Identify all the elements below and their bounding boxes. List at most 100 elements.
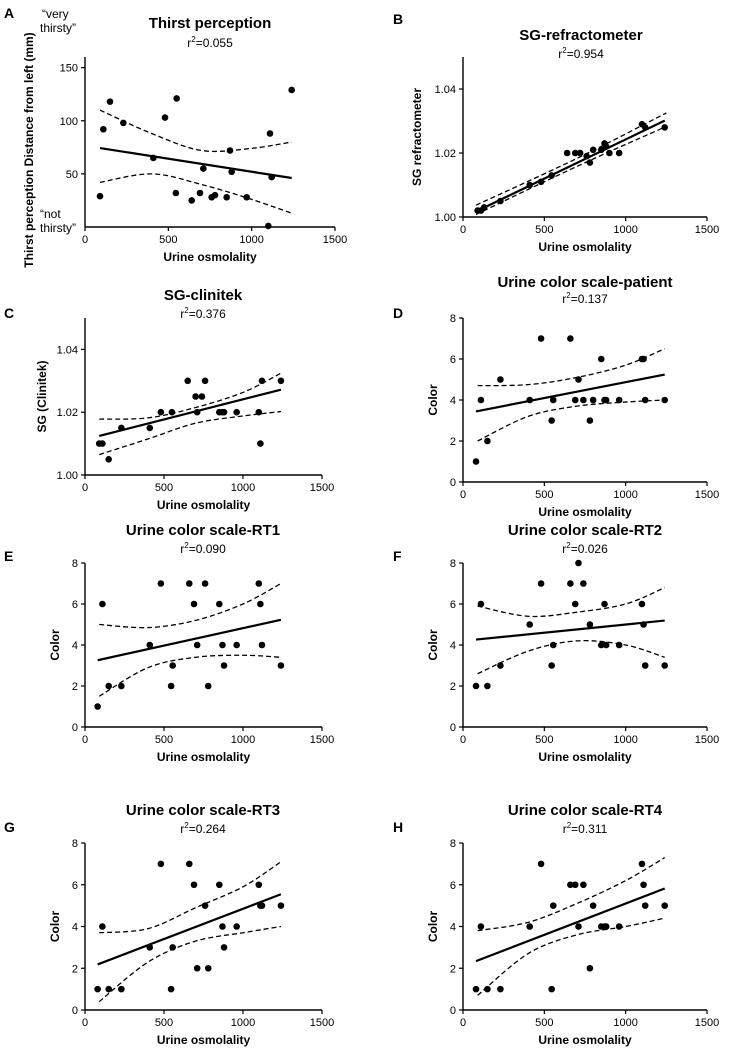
- data-point: [257, 440, 264, 447]
- y-tick-label: 1.04: [57, 344, 78, 356]
- regression-line: [475, 887, 666, 963]
- data-point: [484, 682, 491, 690]
- data-point: [193, 964, 201, 972]
- data-point: [571, 881, 579, 889]
- annotation-not-thirsty: “not: [40, 207, 61, 221]
- r-squared-value: =0.954: [567, 47, 604, 61]
- panel-label: H: [393, 819, 403, 835]
- data-point: [571, 149, 579, 157]
- data-point: [94, 703, 101, 710]
- data-point: [257, 600, 264, 608]
- data-point: [638, 860, 646, 868]
- r-squared-prefix: r: [180, 307, 184, 321]
- x-tick-label: 1500: [695, 734, 719, 746]
- data-point: [477, 396, 485, 404]
- data-point: [277, 902, 285, 909]
- data-point: [571, 396, 579, 404]
- data-point: [99, 923, 106, 930]
- data-point: [255, 881, 263, 889]
- data-point: [640, 355, 647, 363]
- x-tick-label: 1000: [613, 734, 637, 746]
- data-point: [169, 662, 176, 669]
- panel-b: B SG-refractometer r2=0.954 0 500 1000 1500 1.0…: [393, 11, 719, 254]
- data-point: [477, 923, 485, 930]
- data-point: [589, 396, 597, 404]
- panel-label: B: [393, 11, 403, 27]
- x-tick-label: 500: [535, 734, 553, 746]
- data-point: [575, 923, 582, 930]
- x-axis-label: Urine osmolality: [538, 240, 632, 254]
- y-tick-label: 100: [60, 116, 78, 128]
- data-point: [497, 197, 504, 205]
- data-point: [219, 641, 226, 649]
- confidence-band-lower: [98, 925, 282, 1003]
- confidence-band-lower: [98, 654, 281, 697]
- data-point: [549, 902, 557, 909]
- y-axis-label: SG (Clinitek): [35, 360, 49, 432]
- y-tick-label: 1.00: [57, 470, 78, 482]
- data-point: [640, 621, 647, 628]
- y-tick-label: 8: [72, 838, 78, 850]
- data-point: [211, 191, 219, 199]
- data-point: [641, 396, 649, 404]
- data-point: [219, 923, 226, 930]
- data-point: [548, 417, 555, 424]
- data-point: [99, 600, 106, 608]
- data-point: [255, 408, 263, 416]
- r-squared-label: r2=0.376: [180, 306, 226, 321]
- r-squared-exponent: 2: [566, 291, 571, 300]
- data-point: [597, 146, 605, 154]
- x-tick-label: 0: [82, 734, 88, 746]
- y-tick-label: 4: [450, 922, 456, 934]
- data-point: [196, 189, 204, 197]
- x-tick-label: 500: [155, 1017, 173, 1029]
- data-point: [548, 985, 555, 993]
- data-point: [146, 944, 154, 951]
- r-squared-exponent: 2: [566, 541, 571, 550]
- data-point: [193, 408, 201, 416]
- y-tick-label: 6: [450, 354, 456, 366]
- y-tick-label: 1.02: [435, 148, 456, 160]
- data-point: [184, 377, 191, 385]
- data-point: [586, 417, 594, 424]
- y-axis-label: Color: [48, 911, 62, 943]
- x-tick-label: 1500: [310, 734, 334, 746]
- x-tick-label: 1000: [231, 734, 255, 746]
- data-point: [228, 168, 235, 176]
- y-tick-label: 0: [450, 477, 456, 489]
- y-tick-label: 4: [72, 640, 78, 652]
- data-point: [589, 146, 597, 154]
- data-point: [265, 222, 272, 230]
- y-tick-label: 1.00: [435, 212, 456, 224]
- panel-title: Urine color scale-RT1: [126, 522, 280, 539]
- data-point: [233, 923, 240, 930]
- data-point: [606, 149, 613, 157]
- data-point: [220, 944, 228, 951]
- x-axis-label: Urine osmolality: [157, 498, 251, 512]
- y-axis-label: Color: [48, 629, 62, 661]
- y-tick-label: 8: [450, 838, 456, 850]
- y-tick-label: 8: [450, 558, 456, 570]
- data-point: [583, 152, 590, 160]
- panel-label: C: [4, 305, 14, 321]
- data-point: [537, 335, 545, 342]
- data-point: [216, 881, 223, 889]
- data-point: [580, 580, 587, 587]
- y-axis-label: SG refractometer: [410, 88, 424, 186]
- y-tick-label: 1.02: [57, 407, 78, 419]
- data-point: [537, 580, 545, 587]
- r-squared-prefix: r: [180, 542, 184, 556]
- data-point: [548, 172, 555, 179]
- data-point: [106, 98, 114, 105]
- x-tick-label: 1000: [613, 1017, 637, 1029]
- data-point: [526, 621, 533, 628]
- panel-title: Urine color scale-RT4: [508, 802, 663, 819]
- data-point: [575, 376, 582, 383]
- data-point: [146, 424, 154, 432]
- panel-title: SG-clinitek: [164, 287, 243, 304]
- x-tick-label: 1500: [695, 489, 719, 501]
- r-squared-exponent: 2: [567, 821, 572, 830]
- panel-a: A Thirst perception r2=0.055 0 500 1000 1500 50…: [4, 5, 347, 268]
- data-point: [484, 985, 491, 993]
